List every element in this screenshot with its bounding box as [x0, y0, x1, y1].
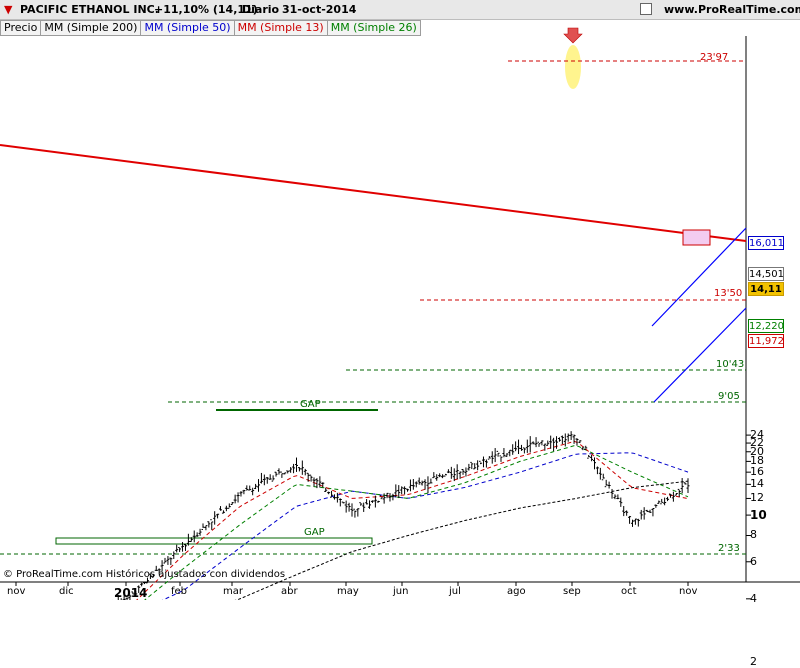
- indicator-ma13[interactable]: MM (Simple 13): [233, 20, 328, 36]
- y-tick-label: 24: [750, 428, 764, 442]
- ma13-line: [136, 440, 689, 600]
- x-tick-label: mar: [223, 586, 243, 597]
- level-label-233: 2'33: [718, 543, 740, 554]
- date: 31-oct-2014: [282, 3, 357, 16]
- x-tick-label: jun: [393, 586, 409, 597]
- y-tick-label: 6: [750, 554, 757, 568]
- x-tick-label: nov: [7, 586, 26, 597]
- title-bar: ▼ PACIFIC ETHANOL INC. +11,10% (14,11) D…: [0, 0, 800, 20]
- top-highlight: [565, 45, 581, 89]
- y-tick-label: 22: [750, 436, 764, 450]
- indicator-price[interactable]: Precio: [0, 20, 42, 36]
- price-box-last: 14,11: [748, 282, 784, 296]
- price-change: +11,10% (14,11): [154, 3, 258, 16]
- price-bars: [111, 431, 690, 600]
- indicator-ma200[interactable]: MM (Simple 200): [40, 20, 142, 36]
- x-tick-label: dic: [59, 586, 74, 597]
- indicator-bar: Precio MM (Simple 200) MM (Simple 50) MM…: [0, 20, 421, 36]
- resistance-trendline: [0, 144, 747, 242]
- level-label-1043: 10'43: [716, 359, 745, 370]
- y-tick-label: 18: [750, 454, 764, 468]
- y-tick-label: 12: [750, 491, 764, 505]
- y-tick-label: 4: [750, 591, 757, 605]
- channel-lower: [653, 307, 747, 403]
- top-arrow-icon: [563, 27, 583, 44]
- y-tick-label: 16: [750, 465, 764, 479]
- x-tick-label: oct: [621, 586, 637, 597]
- instrument-name: PACIFIC ETHANOL INC.: [20, 3, 159, 16]
- level-label-905: 9'05: [718, 391, 740, 402]
- price-box-ma13: 11,972: [748, 334, 784, 348]
- x-tick-label: jul: [449, 586, 461, 597]
- price-box-ma200: 14,501: [748, 267, 784, 281]
- level-label-1350: 13'50: [714, 288, 743, 299]
- x-tick-label: abr: [281, 586, 298, 597]
- period: Diario: [242, 3, 280, 16]
- y-tick-label: 2: [750, 655, 757, 668]
- maximize-button[interactable]: [640, 3, 652, 15]
- indicator-ma50[interactable]: MM (Simple 50): [140, 20, 235, 36]
- price-box-ma50: 16,011: [748, 236, 784, 250]
- x-tick-label: feb: [171, 586, 188, 597]
- y-tick-label: 20: [750, 444, 764, 458]
- x-tick-label: may: [337, 586, 359, 597]
- y-tick-label: 14: [750, 477, 764, 491]
- target-zone: [682, 229, 711, 246]
- x-tick-label: nov: [679, 586, 698, 597]
- down-arrow-icon: ▼: [4, 3, 13, 16]
- y-tick-label: 10: [750, 508, 767, 523]
- gap-lower-box: [55, 537, 373, 545]
- channel-upper: [651, 227, 747, 327]
- gap-label-upper: GAP: [300, 399, 321, 410]
- y-tick-label: 8: [750, 528, 757, 542]
- x-tick-label: ago: [507, 586, 526, 597]
- price-box-ma26: 12,220: [748, 319, 784, 333]
- copyright-footer: © ProRealTime.com Históricos ajustados c…: [3, 569, 286, 580]
- gap-upper-line: [216, 409, 378, 411]
- site-url[interactable]: www.ProRealTime.com: [664, 3, 800, 16]
- ma26-line: [144, 445, 689, 600]
- gap-label-lower: GAP: [304, 527, 325, 538]
- price-chart[interactable]: [0, 0, 800, 600]
- x-tick-label: sep: [563, 586, 581, 597]
- level-label-2397: 23'97: [700, 52, 729, 63]
- indicator-ma26[interactable]: MM (Simple 26): [326, 20, 421, 36]
- x-tick-label: 2014: [114, 586, 148, 600]
